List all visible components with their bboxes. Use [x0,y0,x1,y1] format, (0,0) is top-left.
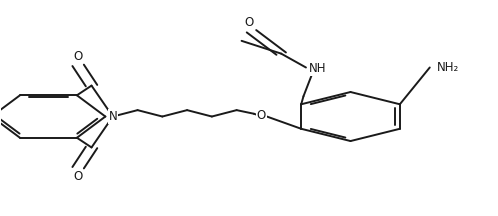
Text: NH: NH [308,62,326,75]
Text: NH₂: NH₂ [437,61,460,74]
Text: O: O [257,109,266,122]
Text: N: N [109,110,117,123]
Text: O: O [74,170,83,183]
Text: O: O [245,16,253,29]
Text: O: O [74,50,83,63]
